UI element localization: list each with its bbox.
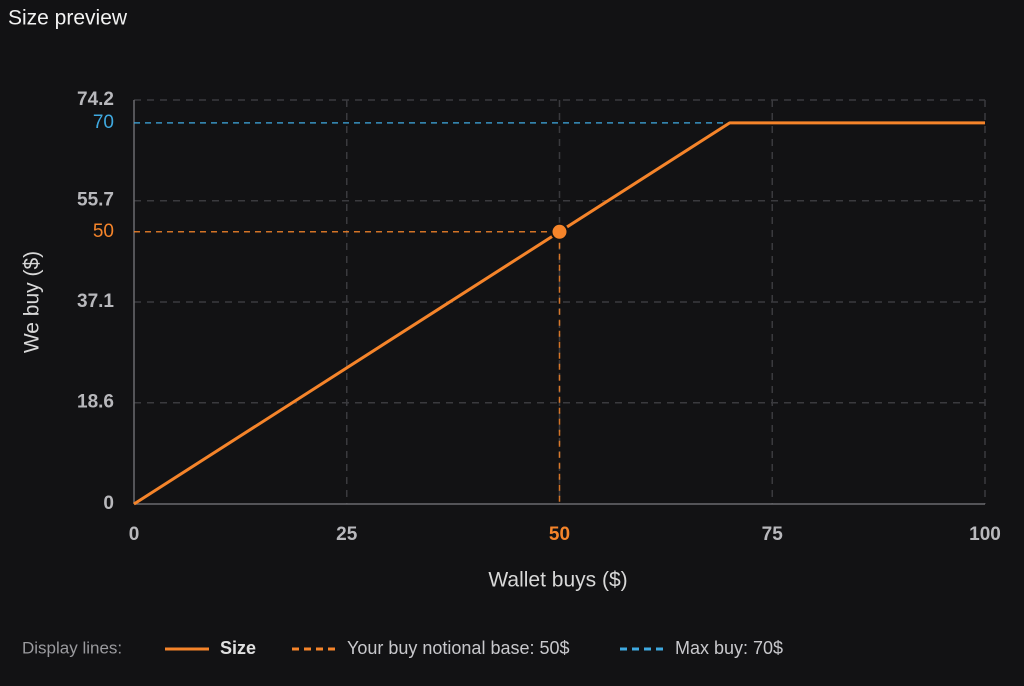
legend-label: Your buy notional base: 50$	[347, 638, 570, 658]
y-tick-label: 37.1	[77, 291, 114, 312]
x-tick-label: 100	[969, 524, 1001, 545]
reference-tick-label: 70	[93, 112, 114, 133]
x-tick-label: 0	[129, 524, 140, 545]
legend-title: Display lines:	[22, 638, 122, 657]
y-tick-label: 18.6	[77, 392, 114, 413]
y-tick-label: 55.7	[77, 190, 114, 211]
reference-tick-label: 50	[93, 221, 114, 242]
y-tick-label: 74.2	[77, 89, 114, 110]
y-axis-label: We buy ($)	[21, 251, 44, 353]
series-line	[133, 121, 985, 506]
y-tick-label: 0	[103, 493, 114, 514]
x-tick-label: 25	[336, 524, 358, 545]
chart-title: Size preview	[8, 7, 128, 30]
x-tick-label: 75	[762, 524, 784, 545]
legend-label: Max buy: 70$	[675, 638, 783, 658]
legend-label: Size	[220, 638, 256, 658]
x-axis-label: Wallet buys ($)	[488, 569, 627, 592]
x-tick-label: 50	[549, 524, 570, 545]
point-marker	[550, 222, 569, 241]
